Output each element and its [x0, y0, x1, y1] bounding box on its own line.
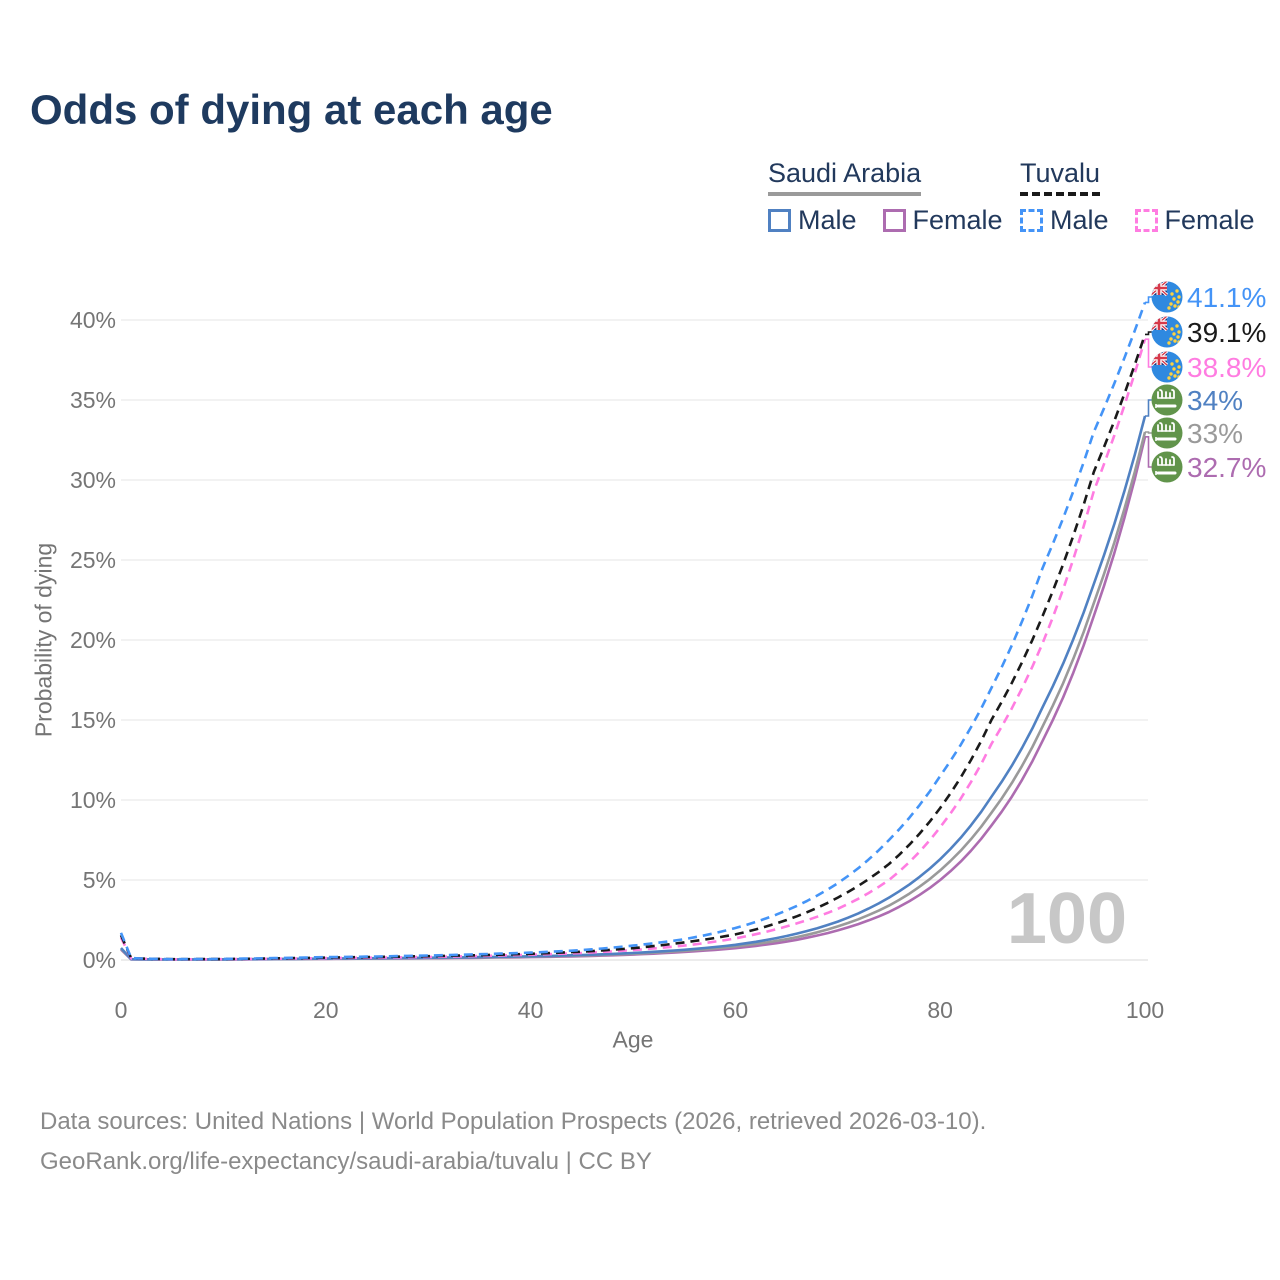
y-tick-label: 5%	[83, 867, 116, 893]
end-value-label: 38.8%	[1187, 352, 1266, 383]
gridlines	[121, 319, 1148, 961]
legend-group-saudi-arabia: Saudi Arabia Male Female	[768, 158, 1003, 236]
axis-ticks: 0% 5% 10% 15% 20% 25% 30% 35% 40% 0 20 40 60 80 100	[70, 307, 1164, 1023]
tuvalu-female-swatch	[1134, 209, 1158, 232]
y-tick-label: 10%	[70, 787, 116, 813]
attribution-link: GeoRank.org/life-expectancy/saudi-arabia…	[40, 1148, 652, 1175]
series-line-saudi-arabia-female	[120, 436, 1147, 961]
y-tick-label: 15%	[70, 707, 116, 733]
saudi-female-swatch	[882, 209, 906, 232]
legend-items-tuvalu: Male Female	[1020, 205, 1255, 236]
y-tick-label: 30%	[70, 467, 116, 493]
legend-item-saudi-male[interactable]: Male	[768, 205, 857, 236]
y-tick-label: 25%	[70, 547, 116, 573]
series-line-tuvalu-female	[119, 338, 1147, 961]
end-annotations: 41.1% 39.1% 38.8%34%33%32.7%	[1145, 281, 1266, 483]
end-value-label: 32.7%	[1187, 452, 1266, 483]
x-tick-label: 100	[1126, 997, 1164, 1023]
age-watermark: 100	[1007, 879, 1127, 959]
legend-country-tuvalu: Tuvalu	[1020, 158, 1101, 196]
legend-group-tuvalu: Tuvalu Male Female	[1020, 158, 1255, 236]
saudi-arabia-flag-icon	[1151, 384, 1183, 416]
series-lines	[119, 301, 1147, 961]
x-tick-label: 60	[723, 997, 749, 1023]
tuvalu-male-swatch	[1020, 209, 1043, 232]
y-tick-label: 0%	[83, 947, 116, 973]
y-tick-label: 40%	[70, 307, 116, 333]
y-tick-label: 35%	[70, 387, 116, 413]
saudi-male-swatch	[768, 209, 791, 232]
series-line-tuvalu-male	[119, 301, 1147, 961]
legend-item-saudi-female[interactable]: Female	[882, 205, 1003, 236]
x-tick-label: 40	[518, 997, 544, 1023]
legend-item-label: Male	[798, 205, 857, 235]
label-connector	[1145, 436, 1152, 468]
tuvalu-flag-icon	[1151, 281, 1183, 313]
legend-items-saudi-arabia: Male Female	[768, 205, 1003, 236]
saudi-arabia-flag-icon	[1151, 417, 1183, 449]
chart: 100 0% 5% 10% 15% 20% 25% 30% 35% 40% 0 20 40 60 80 10…	[70, 281, 1266, 1023]
label-connector	[1145, 338, 1152, 368]
page-title: Odds of dying at each age	[30, 86, 553, 133]
tuvalu-flag-icon	[1151, 316, 1183, 348]
legend-item-tuvalu-male[interactable]: Male	[1020, 205, 1109, 236]
legend-item-label: Female	[1164, 205, 1255, 235]
x-tick-label: 80	[927, 997, 953, 1023]
tuvalu-flag-icon	[1151, 351, 1183, 383]
x-axis-title: Age	[612, 1026, 654, 1053]
end-value-label: 39.1%	[1187, 317, 1266, 348]
legend-item-label: Female	[912, 205, 1003, 235]
label-connector	[1145, 296, 1152, 304]
label-connector	[1145, 399, 1152, 417]
legend-country-saudi-arabia: Saudi Arabia	[768, 158, 922, 196]
end-value-label: 34%	[1187, 385, 1243, 416]
label-connector	[1145, 431, 1152, 434]
data-source-note: Data sources: United Nations | World Pop…	[40, 1108, 987, 1135]
saudi-arabia-flag-icon	[1151, 451, 1183, 483]
x-tick-label: 20	[313, 997, 339, 1023]
legend-item-tuvalu-female[interactable]: Female	[1134, 205, 1255, 236]
y-tick-label: 20%	[70, 627, 116, 653]
label-connector	[1145, 331, 1152, 336]
end-value-label: 33%	[1187, 418, 1243, 449]
end-value-label: 41.1%	[1187, 282, 1266, 313]
x-tick-label: 0	[115, 997, 128, 1023]
series-line-tuvalu	[119, 333, 1147, 961]
legend-item-label: Male	[1050, 205, 1109, 235]
